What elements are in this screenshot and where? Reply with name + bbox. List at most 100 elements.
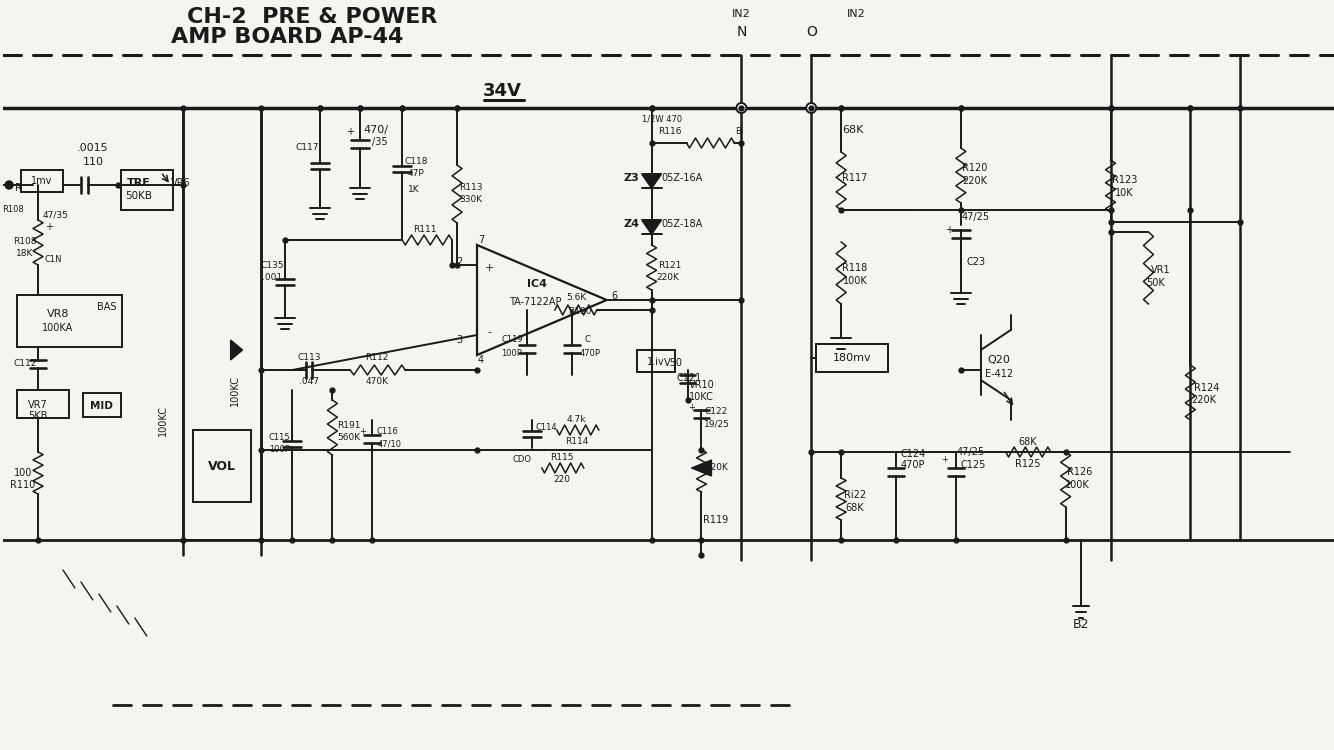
- Text: C124: C124: [900, 449, 926, 459]
- Text: 19/25: 19/25: [703, 419, 730, 428]
- Text: 50KB: 50KB: [125, 191, 152, 201]
- Text: 220: 220: [554, 476, 571, 484]
- Text: +: +: [484, 263, 494, 273]
- Bar: [21, 170, 63, 192]
- Bar: [816, 344, 888, 372]
- Text: C23: C23: [966, 257, 986, 267]
- Text: 47P: 47P: [408, 170, 424, 178]
- Text: AMP BOARD AP-44: AMP BOARD AP-44: [171, 27, 404, 47]
- Text: R126: R126: [1067, 467, 1093, 477]
- Text: E-412: E-412: [984, 369, 1013, 379]
- Polygon shape: [691, 460, 711, 476]
- Text: 100KC: 100KC: [157, 404, 168, 436]
- Text: +: +: [359, 427, 366, 436]
- Text: VR10: VR10: [688, 380, 715, 390]
- Text: R123: R123: [1111, 175, 1137, 185]
- Circle shape: [806, 103, 816, 113]
- Text: CDO: CDO: [512, 455, 531, 464]
- Text: .001: .001: [263, 274, 283, 283]
- Bar: [121, 170, 172, 210]
- Bar: [636, 350, 675, 372]
- Text: /35: /35: [372, 137, 388, 147]
- Text: 470K: 470K: [366, 377, 388, 386]
- Text: 7: 7: [478, 235, 484, 245]
- Text: C114: C114: [535, 424, 556, 433]
- Polygon shape: [642, 220, 662, 234]
- Text: 100: 100: [13, 468, 32, 478]
- Text: 110: 110: [83, 157, 104, 167]
- Text: 100P: 100P: [269, 446, 289, 454]
- Text: C121: C121: [676, 373, 702, 383]
- Text: Bi: Bi: [735, 127, 743, 136]
- Text: 220K: 220K: [962, 176, 987, 186]
- Text: O: O: [806, 25, 816, 39]
- Text: 1.iv: 1.iv: [647, 357, 664, 367]
- Text: +: +: [688, 404, 695, 412]
- Text: C116: C116: [376, 427, 398, 436]
- Text: 3: 3: [456, 335, 462, 345]
- Text: 5KB: 5KB: [28, 411, 48, 421]
- Text: 470P: 470P: [900, 460, 926, 470]
- Text: C125: C125: [960, 460, 986, 470]
- Text: C113: C113: [297, 353, 321, 362]
- Text: 18K: 18K: [16, 250, 33, 259]
- Text: C122: C122: [704, 407, 728, 416]
- Text: CH-2  PRE & POWER: CH-2 PRE & POWER: [187, 7, 438, 27]
- Text: R108: R108: [3, 206, 24, 214]
- Text: V50: V50: [664, 358, 683, 368]
- Text: 34V: 34V: [483, 82, 522, 100]
- Text: 47/25: 47/25: [962, 212, 990, 222]
- Text: 68K: 68K: [846, 503, 864, 513]
- Bar: [192, 430, 251, 502]
- Text: 50K: 50K: [1146, 278, 1165, 288]
- Text: 68K: 68K: [843, 125, 864, 135]
- Text: R119: R119: [703, 515, 728, 525]
- Text: .047: .047: [299, 377, 319, 386]
- Text: C112: C112: [13, 359, 37, 368]
- Text: IN2: IN2: [732, 9, 751, 19]
- Text: R117: R117: [843, 173, 868, 183]
- Text: 1K: 1K: [408, 185, 420, 194]
- Text: Z3: Z3: [624, 173, 639, 183]
- Text: 1/2W 470: 1/2W 470: [642, 115, 682, 124]
- Text: R124: R124: [1194, 383, 1219, 393]
- Text: C117: C117: [296, 143, 319, 152]
- Text: 220K: 220K: [1191, 395, 1215, 405]
- Text: 330K: 330K: [459, 196, 483, 205]
- Text: C135: C135: [260, 260, 284, 269]
- Text: +: +: [944, 225, 952, 235]
- Text: 100P: 100P: [502, 349, 523, 358]
- Text: +: +: [347, 127, 355, 137]
- Bar: [83, 393, 121, 417]
- Text: VR8: VR8: [47, 309, 69, 319]
- Text: R110: R110: [11, 480, 36, 490]
- Text: MID: MID: [91, 401, 113, 411]
- Text: +: +: [942, 455, 948, 464]
- Text: Z4: Z4: [624, 219, 639, 229]
- Text: 47/25: 47/25: [956, 447, 984, 457]
- Text: 100K: 100K: [1066, 480, 1090, 490]
- Text: IC4: IC4: [527, 279, 547, 289]
- Text: R190: R190: [568, 308, 591, 316]
- Text: R115: R115: [550, 454, 574, 463]
- Text: C1N: C1N: [44, 256, 61, 265]
- Text: 100KC: 100KC: [229, 374, 240, 406]
- Text: R116: R116: [658, 127, 682, 136]
- Text: R113: R113: [459, 182, 483, 191]
- Text: 100KA: 100KA: [43, 323, 73, 333]
- Text: .0015: .0015: [77, 143, 109, 153]
- Text: N: N: [736, 25, 747, 39]
- Text: 47/10: 47/10: [378, 440, 402, 448]
- Text: Q20: Q20: [987, 355, 1010, 365]
- Text: 1mv: 1mv: [31, 176, 53, 186]
- Text: R125: R125: [1015, 459, 1041, 469]
- Text: 560K: 560K: [338, 433, 362, 442]
- Text: R111: R111: [414, 226, 436, 235]
- Text: 47/35: 47/35: [43, 211, 68, 220]
- Text: Ri22: Ri22: [844, 490, 866, 500]
- Text: 2: 2: [456, 257, 462, 267]
- Text: VR7: VR7: [28, 400, 48, 410]
- Text: 05Z-16A: 05Z-16A: [660, 173, 702, 183]
- Text: TA-7122AP: TA-7122AP: [508, 297, 562, 307]
- Text: 220K: 220K: [704, 464, 728, 472]
